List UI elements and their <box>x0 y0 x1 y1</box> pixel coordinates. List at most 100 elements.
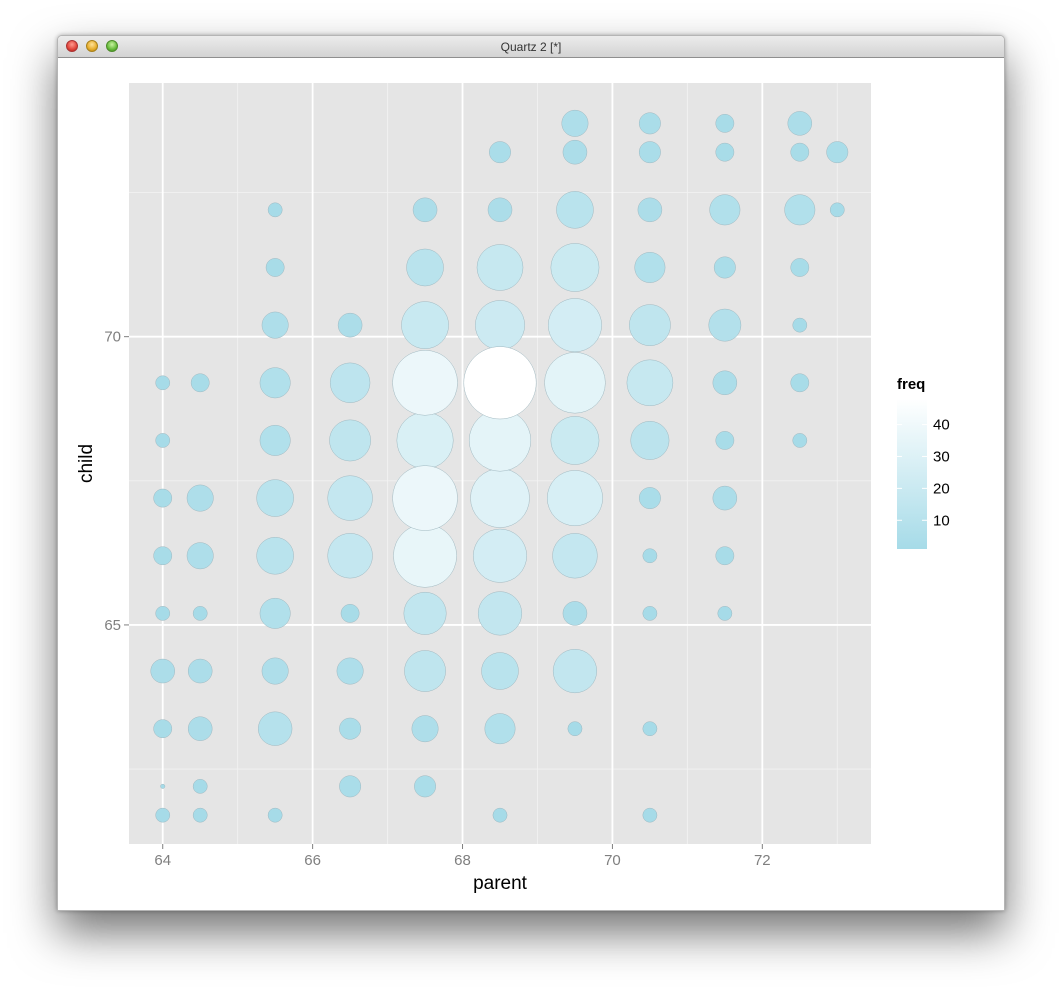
data-point <box>329 419 371 462</box>
data-point <box>259 367 291 399</box>
data-point <box>642 606 658 621</box>
x-axis-title: parent <box>473 873 528 894</box>
window-title: Quartz 2 [*] <box>500 40 562 54</box>
data-point <box>715 114 735 133</box>
data-point <box>630 420 670 460</box>
data-point <box>190 373 210 393</box>
data-point <box>393 523 457 588</box>
data-point <box>337 312 363 338</box>
data-point <box>481 652 519 690</box>
data-point <box>150 658 175 684</box>
y-tick-label: 65 <box>104 617 121 634</box>
data-point <box>340 604 360 623</box>
data-point <box>392 350 458 416</box>
data-point <box>638 112 661 135</box>
data-point <box>715 431 735 450</box>
y-tick-label: 70 <box>104 329 121 346</box>
data-point <box>550 416 600 465</box>
data-point <box>547 298 602 353</box>
legend-tick-label: 20 <box>933 480 950 497</box>
scatter-chart: 64 66 68 70 72 65 70 parent child freq 10 20 30 40 <box>76 83 950 894</box>
data-point <box>336 657 364 685</box>
data-point <box>476 244 524 291</box>
data-point <box>256 479 294 517</box>
data-point <box>552 648 597 694</box>
data-point <box>153 488 173 508</box>
data-point <box>267 202 283 218</box>
data-point <box>784 194 816 226</box>
data-point <box>713 256 736 279</box>
zoom-window-button[interactable] <box>106 40 118 52</box>
data-point <box>153 546 173 566</box>
data-point <box>414 775 437 798</box>
data-point <box>155 606 171 621</box>
data-point <box>629 304 671 346</box>
data-point <box>550 243 600 292</box>
data-point <box>259 424 291 456</box>
legend-title: freq <box>897 376 925 393</box>
data-point <box>712 370 738 396</box>
legend-tick-label: 40 <box>933 417 950 434</box>
data-point <box>567 721 583 737</box>
x-tick-label: 72 <box>754 852 771 869</box>
data-point <box>546 470 603 527</box>
close-window-button[interactable] <box>66 40 78 52</box>
data-point <box>392 465 458 531</box>
data-point <box>411 715 439 743</box>
data-point <box>561 109 589 137</box>
data-point <box>256 536 294 575</box>
data-point <box>787 111 813 136</box>
data-point <box>327 533 373 579</box>
data-point <box>638 487 661 510</box>
data-point <box>642 548 658 564</box>
minimize-window-button[interactable] <box>86 40 98 52</box>
data-point <box>487 197 513 223</box>
data-point <box>259 597 291 629</box>
data-point <box>261 311 289 339</box>
data-point <box>155 807 171 823</box>
data-point <box>153 719 173 739</box>
window-titlebar[interactable]: Quartz 2 [*] <box>58 36 1004 58</box>
data-point <box>626 359 674 407</box>
data-point <box>406 248 444 287</box>
data-point <box>412 197 438 223</box>
data-point <box>712 485 738 511</box>
data-point <box>396 411 454 469</box>
x-tick-label: 66 <box>304 852 321 869</box>
y-axis-title: child <box>76 444 97 483</box>
data-point <box>192 778 208 794</box>
data-point <box>192 606 208 621</box>
data-point <box>261 657 289 685</box>
data-point <box>187 716 213 741</box>
data-point <box>475 300 525 351</box>
data-point <box>790 373 810 393</box>
data-point <box>155 433 171 448</box>
legend-tick-label: 10 <box>933 512 950 529</box>
legend-tick-label: 30 <box>933 448 950 465</box>
data-point <box>339 717 362 740</box>
data-point <box>708 308 742 342</box>
data-point <box>484 713 516 745</box>
data-point <box>186 542 214 570</box>
x-tick-label: 70 <box>604 852 621 869</box>
data-point <box>258 711 293 746</box>
data-point <box>634 252 666 283</box>
data-point <box>192 807 208 823</box>
data-point <box>642 807 658 823</box>
data-point <box>829 202 845 218</box>
x-tick-label: 64 <box>154 852 171 869</box>
data-point <box>473 528 527 583</box>
data-point <box>401 301 449 349</box>
data-point <box>267 807 283 823</box>
plot-window: Quartz 2 [*] 64 66 68 70 72 65 70 parent child fr… <box>57 35 1005 911</box>
data-point <box>715 142 735 162</box>
data-point <box>160 783 166 789</box>
data-point <box>477 591 523 636</box>
data-point <box>790 142 810 162</box>
data-point <box>186 484 214 512</box>
data-point <box>265 258 285 277</box>
data-point <box>463 346 537 420</box>
data-point <box>556 191 594 229</box>
data-point <box>562 139 588 165</box>
data-point <box>492 807 508 823</box>
